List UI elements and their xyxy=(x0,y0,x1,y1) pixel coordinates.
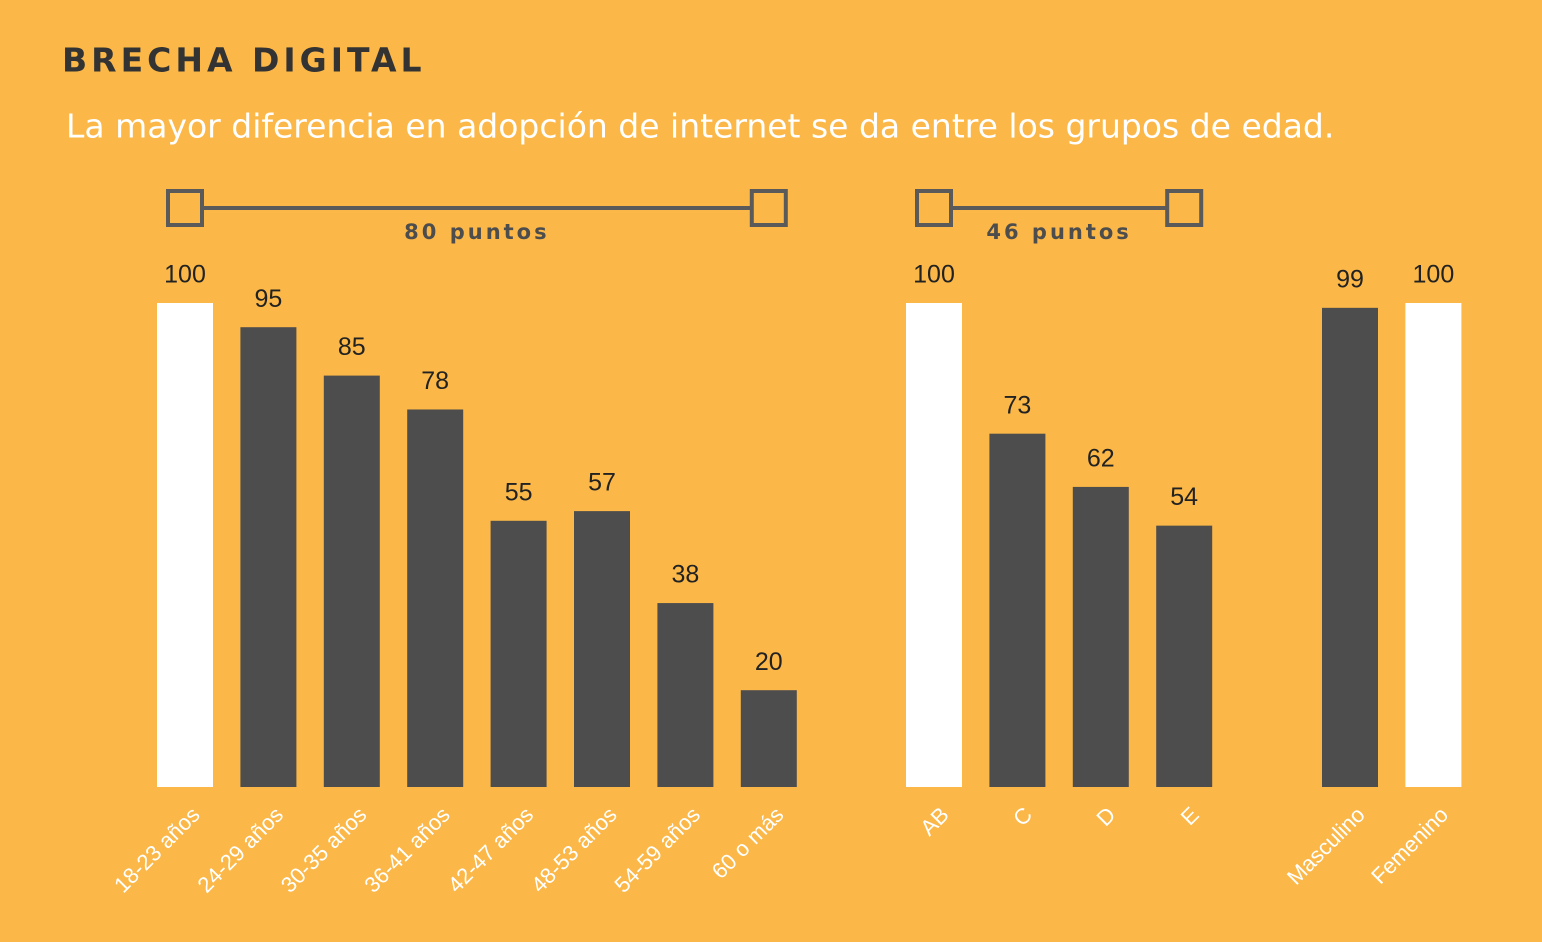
bar xyxy=(407,409,464,787)
bar xyxy=(490,520,547,787)
bar xyxy=(1156,525,1213,787)
value-label: 55 xyxy=(505,478,533,506)
value-label: 99 xyxy=(1336,265,1364,293)
bar xyxy=(1405,303,1462,787)
value-label: 73 xyxy=(1003,391,1031,419)
bar xyxy=(157,303,213,787)
value-label: 100 xyxy=(164,261,206,289)
bracket-end xyxy=(166,189,204,227)
bar xyxy=(323,375,380,787)
value-label: 100 xyxy=(1413,261,1455,289)
subtitle: La mayor diferencia en adopción de inter… xyxy=(66,107,1334,146)
value-label: 62 xyxy=(1087,445,1115,473)
bar xyxy=(240,327,297,787)
value-label: 20 xyxy=(755,648,783,676)
value-label: 100 xyxy=(913,261,955,289)
bar xyxy=(906,303,962,787)
bar xyxy=(1322,307,1378,787)
value-label: 54 xyxy=(1170,483,1198,511)
bar xyxy=(657,603,714,787)
bar xyxy=(1072,486,1129,787)
bar xyxy=(574,511,630,787)
bar xyxy=(740,690,797,787)
value-label: 85 xyxy=(338,333,366,361)
annotation: 80 puntos xyxy=(404,220,549,244)
value-label: 95 xyxy=(254,285,282,313)
annotation: 46 puntos xyxy=(986,220,1131,244)
value-label: 78 xyxy=(421,367,449,395)
bar xyxy=(989,433,1046,787)
chart-title: BRECHA DIGITAL xyxy=(62,41,426,80)
bracket-end xyxy=(915,189,953,227)
value-label: 38 xyxy=(671,561,699,589)
value-label: 57 xyxy=(588,469,616,497)
bracket-end xyxy=(1165,189,1204,227)
bracket-end xyxy=(749,189,788,227)
